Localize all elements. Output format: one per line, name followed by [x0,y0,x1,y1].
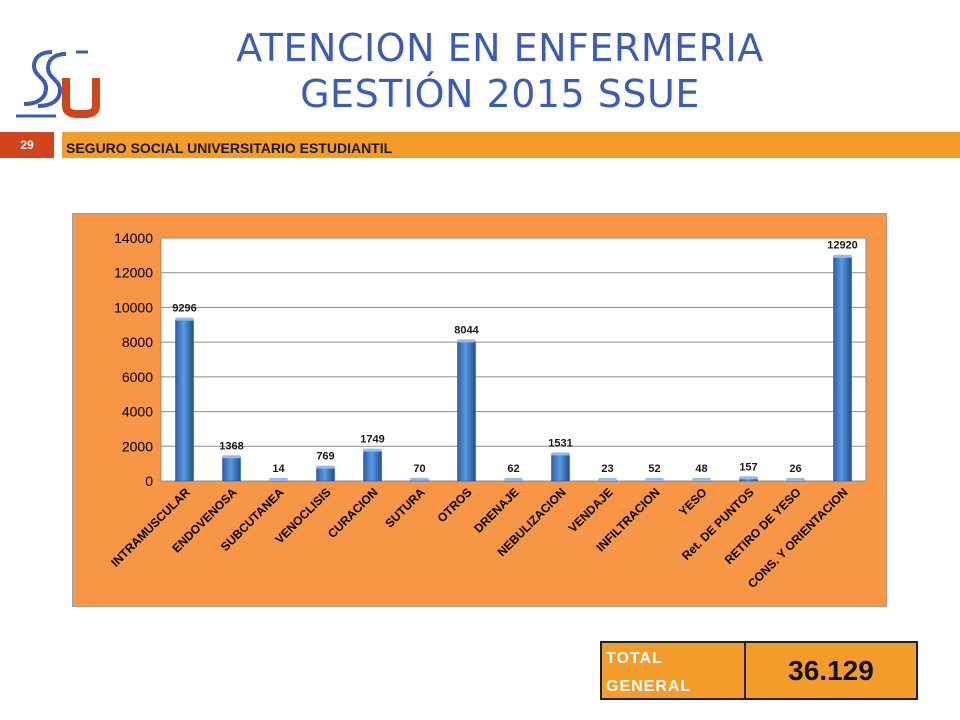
x-tick-label: INTRAMUSCULAR [108,485,193,570]
data-label: 52 [648,463,660,475]
bar-top-cap [222,455,241,459]
bar-top-cap [410,477,429,481]
organization-name: SEGURO SOCIAL UNIVERSITARIO ESTUDIANTIL [66,140,393,156]
x-tick-label: CONS. Y ORIENTACION [745,485,851,591]
bar-top-cap [645,478,664,481]
page-title-line-1: ATENCION EN ENFERMERIA [236,26,764,70]
bar [363,450,382,482]
ssu-logo [16,50,100,118]
bar-top-cap [833,254,852,258]
bar-top-cap [739,476,758,480]
bar-top-cap [692,478,711,481]
y-tick-label: 8000 [122,334,153,350]
bar [833,256,852,482]
bar-top-cap [598,478,617,481]
data-label: 23 [601,463,613,475]
bar-top-cap [504,477,523,481]
bar [551,454,570,482]
organization-banner: SEGURO SOCIAL UNIVERSITARIO ESTUDIANTIL [62,132,960,158]
slide-number-badge: 29 [0,132,54,158]
bar [175,319,194,482]
total-value: 36.129 [788,654,874,686]
bar-top-cap [363,448,382,452]
x-tick-label: YESO [676,485,709,518]
plot-area [160,237,867,482]
total-label: TOTAL GENERAL [602,643,746,698]
x-tick-label: DRENAJE [471,485,521,535]
bar-top-cap [175,317,194,321]
data-label: 14 [272,463,285,475]
bar-top-cap [269,478,288,481]
data-label: 62 [507,463,519,475]
bar [457,341,476,482]
x-tick-label: OTROS [435,485,475,525]
data-label: 1749 [360,434,384,446]
y-tick-label: 2000 [122,438,153,454]
data-label: 769 [316,451,334,463]
y-tick-label: 10000 [114,299,153,315]
y-tick-label: 12000 [114,265,153,281]
data-label: 1531 [548,437,572,449]
data-label: 70 [413,463,425,475]
y-tick-label: 14000 [114,230,153,246]
x-tick-label: CURACION [325,485,381,541]
bar-top-cap [551,452,570,456]
bar [222,457,241,482]
bar-top-cap [786,478,805,481]
x-tick-label: SUTURA [382,485,427,530]
bar-top-cap [457,339,476,343]
bar [316,467,335,482]
y-tick-label: 4000 [122,404,153,420]
bar-top-cap [316,465,335,469]
chart-container: 0 2000 4000 6000 8000 10000 12000 14000 9296 INTR… [72,213,887,607]
y-tick-label: 6000 [122,369,153,385]
data-label: 26 [789,463,801,475]
total-general-box: TOTAL GENERAL 36.129 [600,641,918,700]
x-tick-label: VENDAJE [566,485,616,535]
data-label: 1368 [219,440,243,452]
page-title-line-2: GESTIÓN 2015 SSUE [300,72,700,116]
data-label: 8044 [454,324,479,336]
bar-chart: 0 2000 4000 6000 8000 10000 12000 14000 9296 INTR… [108,230,867,591]
data-label: 12920 [827,240,858,252]
y-tick-label: 0 [145,473,153,489]
data-label: 9296 [172,303,196,315]
data-label: 157 [739,461,757,473]
data-label: 48 [695,463,707,475]
